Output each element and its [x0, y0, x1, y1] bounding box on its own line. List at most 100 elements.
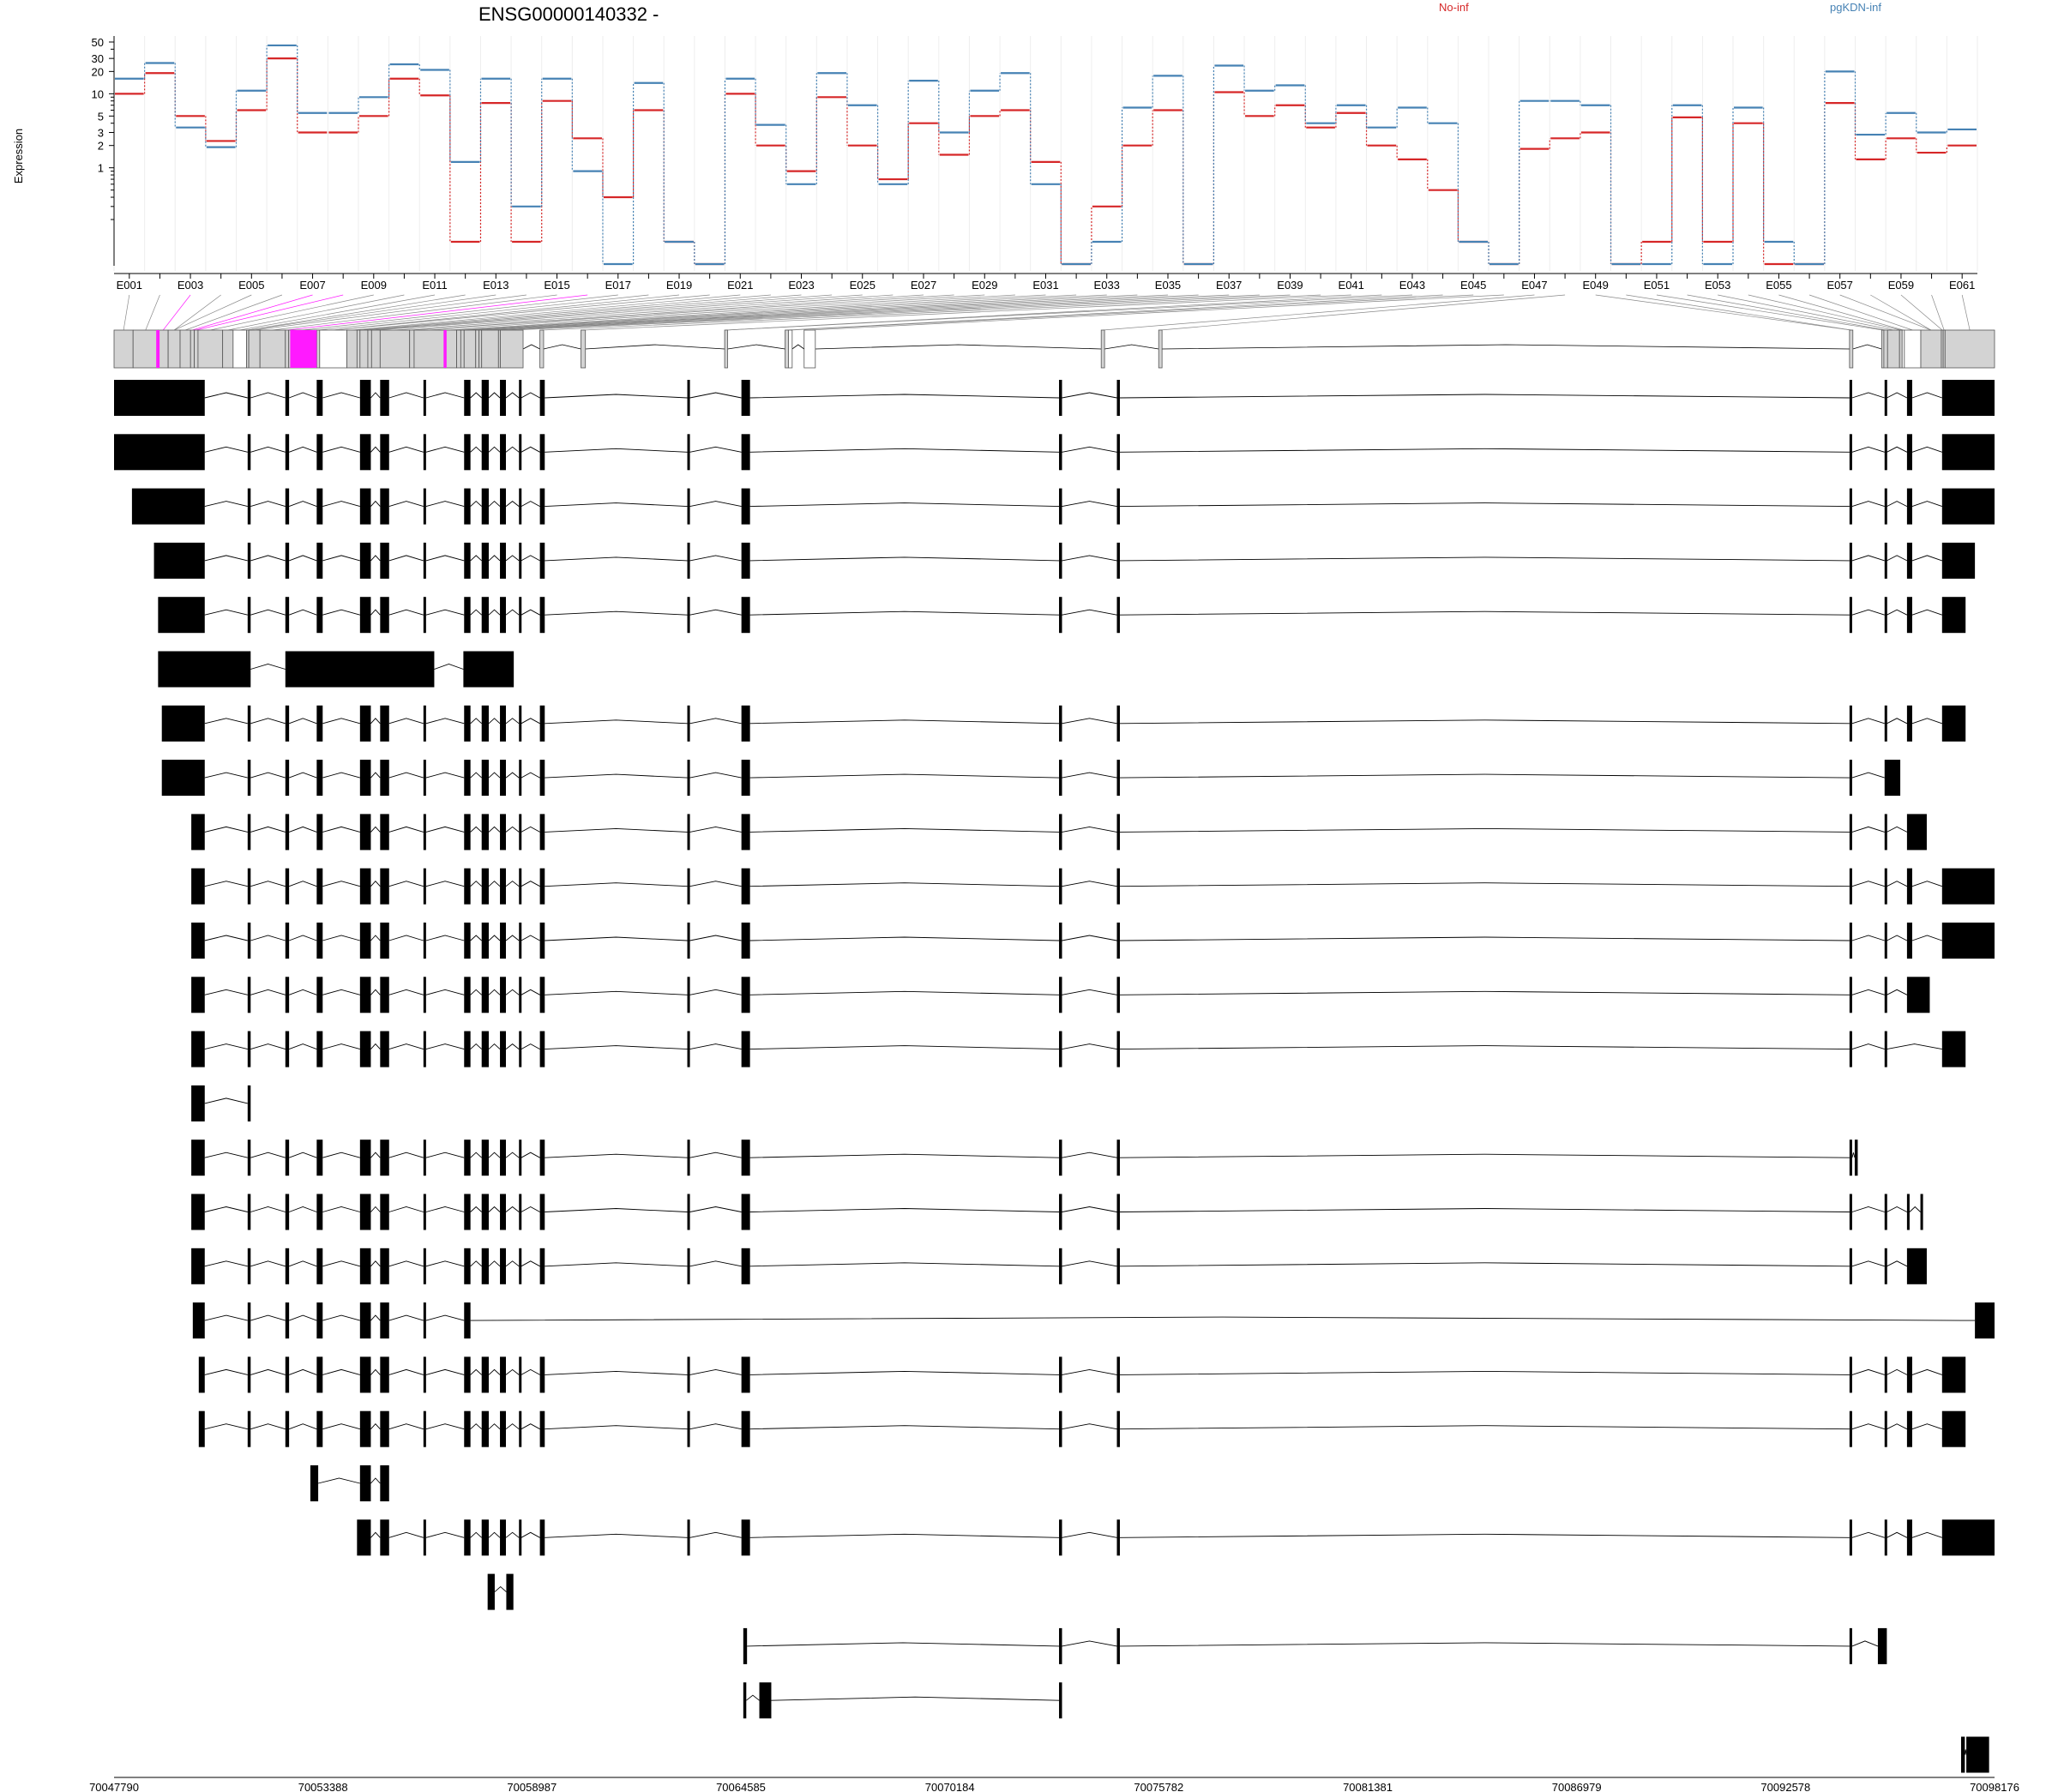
transcript-exon — [380, 1248, 389, 1284]
transcript-exon — [1059, 977, 1062, 1013]
transcript-intron — [1886, 1206, 1908, 1212]
gene-model-exon — [1886, 329, 1900, 369]
transcript-intron — [370, 446, 381, 453]
transcript-intron — [425, 501, 465, 508]
x-tick-label-e047: E047 — [1521, 279, 1547, 292]
transcript-exon — [687, 760, 690, 797]
transcript-intron — [425, 826, 465, 833]
transcript-track — [191, 1194, 1923, 1230]
transcript-intron — [689, 501, 742, 508]
transcript-exon — [519, 705, 522, 742]
transcript-intron — [488, 1260, 501, 1267]
transcript-exon — [285, 1356, 290, 1393]
transcript-exon — [380, 1519, 389, 1556]
exon-connector — [239, 294, 436, 331]
transcript-intron — [1119, 1045, 1850, 1050]
transcript-exon — [247, 380, 251, 416]
y-tick-label: 5 — [98, 110, 104, 123]
transcript-intron — [388, 1423, 424, 1430]
transcript-exon — [464, 1302, 471, 1339]
transcript-exon — [423, 1519, 426, 1556]
x-tick-label-e003: E003 — [178, 279, 203, 292]
gene-model-exon — [724, 329, 728, 369]
transcript-intron — [1911, 392, 1942, 399]
transcript-intron — [1851, 501, 1885, 508]
transcript-exon — [1849, 1248, 1852, 1284]
transcript-intron — [545, 1262, 688, 1267]
transcript-intron — [322, 446, 360, 453]
transcript-intron — [288, 1314, 317, 1321]
transcript-exon — [1941, 1356, 1966, 1393]
transcript-intron — [1119, 1642, 1850, 1647]
transcript-exon — [519, 814, 522, 851]
transcript-exon — [153, 542, 205, 579]
transcript-exon — [464, 814, 471, 851]
transcript-intron — [689, 392, 742, 399]
transcript-intron — [388, 772, 424, 779]
transcript-exon — [1116, 597, 1120, 634]
transcript-intron — [425, 772, 465, 779]
transcript-exon — [1906, 868, 1912, 905]
transcript-intron — [545, 1208, 688, 1212]
transcript-exon — [519, 1519, 522, 1556]
transcript-exon — [481, 923, 489, 959]
transcript-intron — [749, 448, 1060, 453]
transcript-track — [191, 1140, 1858, 1176]
transcript-exon — [316, 1302, 323, 1339]
transcript-exon — [1906, 1194, 1910, 1230]
transcript-exon — [1059, 760, 1062, 797]
transcript-intron — [488, 555, 501, 562]
transcript-exon — [1884, 1410, 1887, 1447]
transcript-exon — [741, 923, 750, 959]
transcript-intron — [689, 989, 742, 995]
transcript-exon — [481, 814, 489, 851]
transcript-exon — [247, 1031, 251, 1067]
transcript-exon — [1941, 542, 1976, 579]
transcript-intron — [521, 1260, 540, 1267]
transcript-exon — [464, 1031, 471, 1067]
transcript-intron — [521, 392, 540, 399]
transcript-exon — [1116, 380, 1120, 416]
transcript-intron — [521, 1423, 540, 1430]
transcript-exon — [481, 488, 489, 525]
transcript-exon — [500, 814, 507, 851]
gene-model-exon — [539, 329, 545, 369]
transcript-exon — [741, 1194, 750, 1230]
gene-model-intron — [543, 344, 581, 350]
transcript-intron — [434, 664, 464, 670]
gene-model-exon — [359, 329, 369, 369]
exon-connector — [1748, 294, 1901, 331]
transcript-exon — [285, 597, 290, 634]
transcript-exon — [464, 977, 471, 1013]
transcript-exon — [1941, 1410, 1966, 1447]
transcript-exon — [359, 434, 371, 471]
transcript-exon — [500, 923, 507, 959]
transcript-exon — [519, 868, 522, 905]
transcript-exon — [247, 1140, 251, 1176]
transcript-intron — [488, 1206, 501, 1212]
y-tick-label: 50 — [92, 36, 104, 49]
transcript-exon — [539, 434, 545, 471]
transcript-exon — [131, 488, 205, 525]
transcript-exon — [481, 868, 489, 905]
transcript-intron — [370, 1477, 381, 1484]
transcript-intron — [1851, 881, 1885, 887]
transcript-exon — [1849, 1194, 1852, 1230]
transcript-exon — [1116, 705, 1120, 742]
transcript-intron — [689, 1423, 742, 1430]
transcript-exon — [1975, 1302, 1995, 1339]
transcript-exon — [158, 597, 205, 634]
transcript-intron — [1062, 1368, 1117, 1375]
x-tick-label-e031: E031 — [1032, 279, 1058, 292]
transcript-intron — [488, 989, 501, 995]
transcript-exon — [464, 868, 471, 905]
exon-connector — [1778, 294, 1904, 331]
transcript-track — [743, 1682, 1062, 1719]
transcript-exon — [316, 1356, 323, 1393]
transcript-exon — [423, 868, 426, 905]
transcript-exon — [519, 488, 522, 525]
transcript-intron — [204, 718, 248, 725]
transcript-exon — [539, 488, 545, 525]
transcript-track — [1961, 1736, 1989, 1773]
